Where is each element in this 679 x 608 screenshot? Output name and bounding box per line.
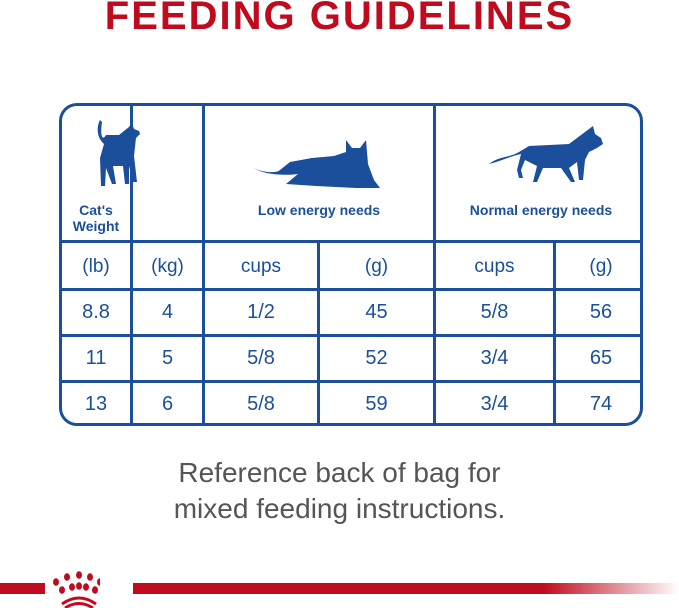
- cell-kg: 5: [161, 347, 174, 369]
- royal-canin-crown-logo: [53, 571, 100, 608]
- cell-low-cups: 5/8: [247, 347, 275, 369]
- red-bar-right: [133, 583, 679, 594]
- cell-lb: 13: [84, 393, 108, 415]
- cell-normal-g: 56: [589, 301, 613, 323]
- cell-normal-cups: 5/8: [480, 301, 509, 323]
- unit-kg: (kg): [151, 256, 184, 277]
- cell-low-cups: 1/2: [247, 301, 275, 323]
- cell-kg: 6: [161, 393, 174, 415]
- row-divider: [62, 240, 640, 243]
- header-cats-weight: Cat's Weight: [72, 202, 120, 234]
- note-line-2: mixed feeding instructions.: [173, 493, 506, 524]
- page-title: FEEDING GUIDELINES: [104, 0, 575, 38]
- walking-cat-icon: [489, 126, 603, 182]
- header-low-energy: Low energy needs: [257, 202, 381, 218]
- note-line-1: Reference back of bag for: [178, 457, 501, 488]
- cell-normal-g: 65: [589, 347, 613, 369]
- column-divider: [202, 106, 205, 423]
- cell-low-g: 45: [365, 301, 388, 323]
- cell-lb: 8.8: [82, 301, 110, 323]
- column-divider: [317, 243, 320, 423]
- header-normal-energy: Normal energy needs: [469, 202, 613, 218]
- cell-lb: 11: [85, 347, 107, 369]
- feeding-table: Cat's Weight Low energy needs Normal ene…: [59, 103, 643, 426]
- cell-normal-g: 74: [589, 393, 613, 415]
- unit-normal-cups: cups: [474, 256, 515, 277]
- column-divider: [553, 243, 556, 423]
- unit-lb: (lb): [82, 256, 110, 277]
- lying-cat-icon: [254, 140, 380, 188]
- cell-normal-cups: 3/4: [480, 393, 509, 415]
- column-divider: [433, 106, 436, 423]
- cell-low-g: 59: [365, 393, 388, 415]
- unit-low-cups: cups: [240, 256, 282, 277]
- unit-low-g: (g): [364, 256, 389, 277]
- column-divider: [130, 106, 133, 423]
- cell-normal-cups: 3/4: [480, 347, 509, 369]
- row-divider: [62, 334, 640, 337]
- row-divider: [62, 288, 640, 291]
- red-bar-left: [0, 583, 45, 594]
- standing-cat-icon: [97, 120, 140, 186]
- row-divider: [62, 380, 640, 383]
- cell-low-g: 52: [365, 347, 388, 369]
- cell-low-cups: 5/8: [247, 393, 275, 415]
- feeding-note: Reference back of bag for mixed feeding …: [0, 455, 679, 527]
- unit-normal-g: (g): [589, 256, 613, 277]
- cell-kg: 4: [161, 301, 174, 323]
